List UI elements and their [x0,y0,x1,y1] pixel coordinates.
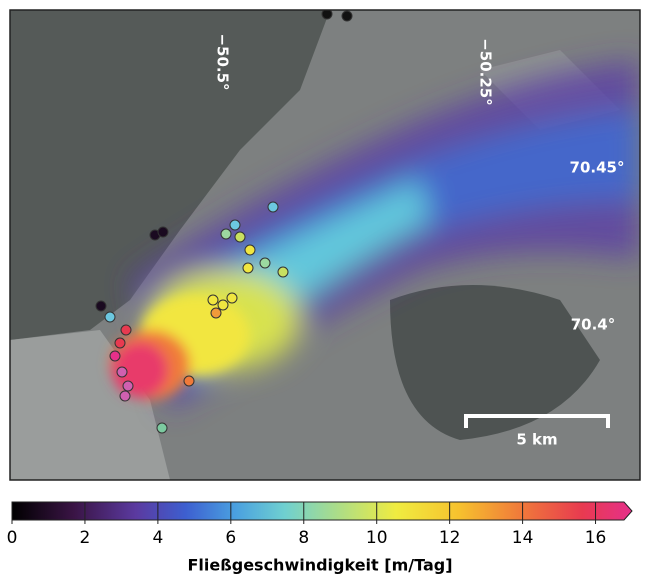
colorbar-tick-label: 14 [512,528,534,548]
colorbar-tick-label: 10 [366,528,388,548]
lon-label: −50.25° [477,38,495,106]
lat-label: 70.4° [571,316,616,334]
map: −50.5° −50.25° 70.45° 70.4° 5 km [10,9,640,480]
colorbar-tick-label: 12 [439,528,461,548]
colorbar-bar [12,502,632,520]
colorbar: 0 2 4 6 8 10 12 14 16 [7,502,632,548]
lat-label: 70.45° [570,159,625,177]
lon-label: −50.5° [214,33,232,90]
colorbar-tick-label: 8 [298,528,309,548]
colorbar-tick-label: 2 [80,528,91,548]
colorbar-tick-label: 16 [585,528,607,548]
colorbar-tick-label: 6 [225,528,236,548]
colorbar-tick-label: 4 [152,528,163,548]
figure: −50.5° −50.25° 70.45° 70.4° 5 km 0 2 4 6 8 10… [0,0,646,578]
colorbar-label: Fließgeschwindigkeit [m/Tag] [187,556,452,575]
scale-bar-label: 5 km [516,431,557,449]
colorbar-tick-label: 0 [7,528,18,548]
